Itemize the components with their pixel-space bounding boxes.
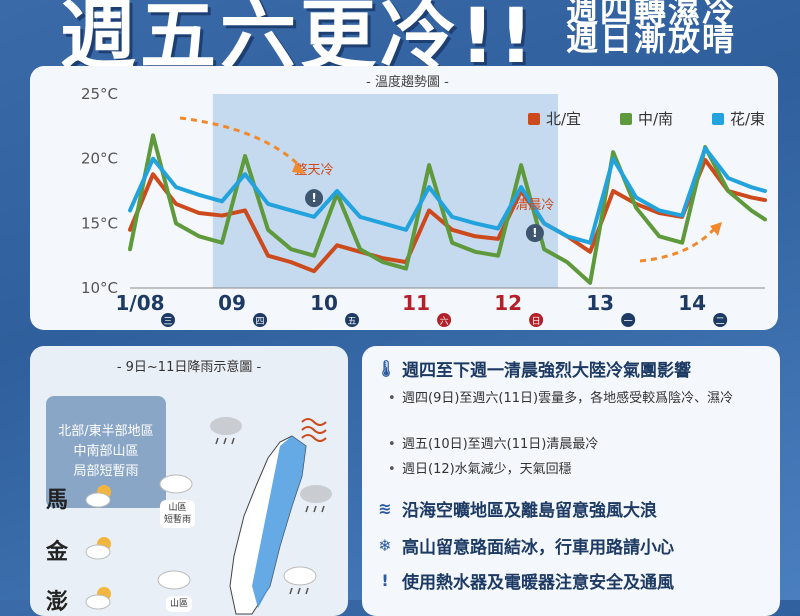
note-heading-text: 週四至下週一清晨強烈大陸冷氣團影響 [402,361,691,381]
note-heading-coldwave: 🌡 週四至下週一清晨強烈大陸冷氣團影響 [376,356,691,381]
x-tick-label: 13 [586,291,614,315]
x-tick-label: 14 [678,291,706,315]
trend-arrowhead [292,162,306,174]
note-heading-ice: ❄ 高山留意路面結冰，行車用路請小心 [376,533,674,558]
sun-cloud-icon [85,537,111,560]
weekday-label: 五 [348,317,357,327]
chart-title: - 溫度趨勢圖 - [366,74,449,90]
subhead-1: 週四轉濕冷 [566,0,737,30]
rain-cloud-icon [283,566,317,595]
legend-label: 北/宜 [546,110,581,128]
x-tick-label: 1/08 [115,291,164,315]
legend-label: 中/南 [638,110,673,128]
alert-icon-glyph: ! [532,226,537,240]
weekday-badge [713,313,728,327]
x-tick-label: 12 [494,291,522,315]
rain-area [252,436,306,608]
bottom-mountain-label: 山區 [166,596,193,612]
alert-icon-glyph: ! [311,191,316,205]
note-heading-text: 使用熱水器及電暖器注意安全及通風 [402,573,674,593]
wind-icon: ≋ [378,499,392,518]
note-bullet: 週四(9日)至週六(11日)雲量多，各地感受較爲陰冷、濕冷 [388,388,762,409]
cloud-icon [157,570,191,590]
rain-cloud-icon [300,485,332,513]
island-kinmen: 金 [46,540,69,565]
trend-arrow [639,227,717,263]
weekday-label: 三 [163,317,172,327]
weekday-badge [621,313,636,327]
rain-map-graphics [85,417,332,615]
x-tick-label: 11 [402,291,430,315]
weekday-label: 日 [532,316,541,327]
y-tick-label: 20°C [81,150,118,168]
x-tick-label: 09 [218,291,246,315]
weekday-label: 四 [256,317,265,327]
weekday-badge [529,313,544,327]
weekday-label: 一 [624,317,633,327]
x-tick-label: 10 [310,291,338,315]
thermometer-icon: 🌡 [376,359,397,378]
warning-icon: ! [381,571,389,590]
region-line: 中南部山區 [73,444,139,459]
trend-arrowhead [710,222,722,236]
weekday-badge [345,313,360,327]
note-bullet: 週五(10日)至週六(11日)清晨最冷 [388,434,762,455]
snowflake-icon: ❄ [378,536,392,555]
note-heading-text: 高山留意路面結冰，行車用路請小心 [402,538,674,558]
legend-swatch [712,113,724,125]
sun-cloud-icon [85,587,111,610]
legend-swatch [528,113,540,125]
region-line: 北部/東半部地區 [58,424,154,439]
rain-map-title: - 9日~11日降雨示意圖 - [116,360,262,375]
wind-icon [301,418,327,442]
weekday-badge [437,313,452,327]
mountain-label-line: 短暫雨 [164,515,192,525]
legend-swatch [620,113,632,125]
note-bullet: 週日(12)水氣減少，天氣回穩 [388,459,762,480]
alert-icon [305,189,324,208]
note-heading-wind: ≋ 沿海空曠地區及離島留意強風大浪 [376,496,657,521]
cloud-icon [159,474,193,494]
alert-icon [525,224,544,243]
sun-cloud-icon [85,485,111,508]
y-tick-label: 15°C [81,214,118,232]
mountain-rain-label: 山區 短暫雨 [160,500,196,528]
weekday-badge [253,313,268,327]
weekday-label: 二 [716,317,725,327]
annotation-label: 整天冷 [295,163,334,178]
subhead-2: 週日漸放晴 [566,20,737,58]
y-tick-label: 10°C [81,279,118,297]
rain-cloud-icon [210,417,242,445]
note-heading-safety: ! 使用熱水器及電暖器注意安全及通風 [376,568,674,593]
weekday-badge [161,313,175,327]
mountain-label-line: 山區 [168,503,187,513]
temperature-chart: - 溫度趨勢圖 - 25°C 20°C 15°C 10°C1/08 三 09 四 10 五 11 六 1… [81,74,767,327]
series-line [128,157,767,274]
temperature-chart-card: - 溫度趨勢圖 - 25°C 20°C 15°C 10°C 1/08 三 09 四 10 五 11 六 1… [30,66,778,330]
note-heading-text: 沿海空曠地區及離島留意強風大浪 [402,501,657,521]
weekday-label: 六 [440,315,449,327]
rain-map-card: - 9日~11日降雨示意圖 - 北部/東半部地區 中南部山區 局部短暫雨 馬 金… [30,346,348,616]
series-line [128,146,767,245]
region-line: 局部短暫雨 [73,464,139,479]
notes-card: 🌡 週四至下週一清晨強烈大陸冷氣團影響 週四(9日)至週六(11日)雲量多，各地… [362,346,780,616]
y-tick-label: 25°C [81,85,118,103]
legend-label: 花/東 [730,110,765,128]
annotation-label: 清晨冷 [515,198,554,213]
island-matsu: 馬 [46,488,69,513]
